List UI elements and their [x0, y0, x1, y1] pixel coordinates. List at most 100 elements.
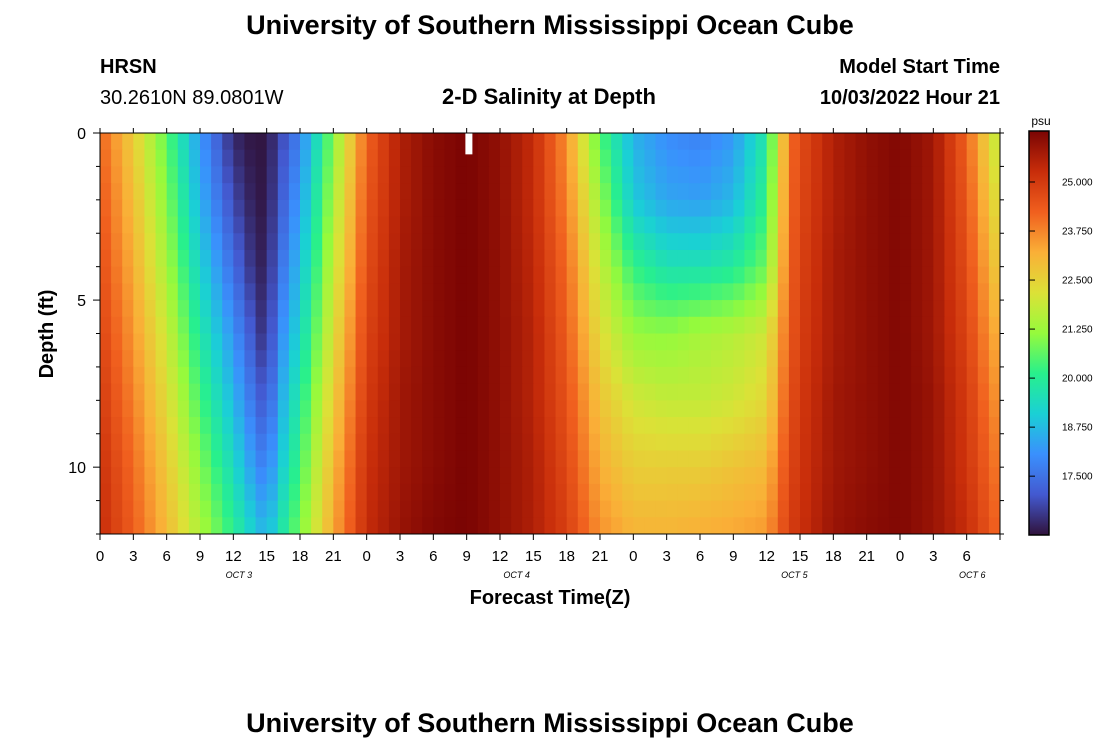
heatmap-cell — [288, 216, 301, 234]
heatmap-cell — [744, 450, 757, 468]
heatmap-cell — [933, 450, 946, 468]
heatmap-cell — [411, 233, 423, 251]
heatmap-cell — [388, 400, 401, 418]
heatmap-cell — [844, 199, 857, 218]
heatmap-cell — [366, 350, 379, 368]
heatmap-cell — [533, 517, 546, 534]
heatmap-cell — [577, 149, 590, 168]
heatmap-cell — [933, 366, 946, 385]
heatmap-cell — [522, 517, 534, 534]
heatmap-cell — [100, 417, 112, 435]
heatmap-cell — [811, 350, 823, 368]
heatmap-cell — [255, 483, 268, 502]
heatmap-cell — [844, 467, 857, 485]
heatmap-cell — [700, 483, 712, 502]
heatmap-cell — [566, 216, 579, 234]
heatmap-cell — [288, 500, 301, 518]
heatmap-cell — [944, 383, 957, 401]
heatmap-cell — [911, 249, 923, 268]
heatmap-cell — [677, 467, 690, 485]
heatmap-cell — [800, 350, 812, 368]
heatmap-cell — [300, 333, 312, 351]
heatmap-cell — [955, 266, 968, 284]
heatmap-cell — [422, 233, 434, 251]
heatmap-cell — [422, 249, 434, 268]
date-label: OCT 3 — [226, 570, 253, 580]
heatmap-cell — [211, 450, 223, 468]
heatmap-cell — [833, 483, 846, 502]
heatmap-cell — [366, 316, 379, 335]
heatmap-cell — [655, 149, 668, 168]
heatmap-cell — [322, 366, 334, 385]
heatmap-cell — [411, 266, 423, 284]
heatmap-cell — [144, 233, 157, 251]
heatmap-cell — [222, 417, 234, 435]
x-tick-label: 3 — [129, 548, 137, 565]
heatmap-cell — [388, 333, 401, 351]
heatmap-cell — [900, 383, 912, 401]
heatmap-cell — [988, 350, 1000, 368]
heatmap-cell — [422, 500, 434, 518]
heatmap-cell — [711, 383, 723, 401]
heatmap-cell — [388, 216, 401, 234]
heatmap-cell — [666, 149, 679, 168]
heatmap-cell — [211, 166, 223, 184]
heatmap-cell — [688, 183, 701, 201]
heatmap-cell — [922, 483, 934, 502]
heatmap-cell — [822, 383, 834, 401]
heatmap-cell — [477, 166, 490, 184]
heatmap-cell — [100, 233, 112, 251]
heatmap-cell — [366, 216, 379, 234]
heatmap-cell — [477, 316, 490, 335]
heatmap-cell — [388, 283, 401, 301]
heatmap-cell — [900, 433, 912, 452]
heatmap-cell — [877, 383, 890, 401]
heatmap-cell — [833, 366, 846, 385]
heatmap-cell — [722, 133, 734, 151]
heatmap-cell — [777, 500, 790, 518]
heatmap-cell — [622, 216, 634, 234]
heatmap-cell — [322, 483, 334, 502]
heatmap-cell — [311, 133, 323, 151]
heatmap-cell — [833, 216, 846, 234]
heatmap-cell — [755, 249, 768, 268]
heatmap-cell — [455, 133, 468, 151]
heatmap-cell — [777, 483, 790, 502]
heatmap-cell — [911, 333, 923, 351]
heatmap-cell — [155, 517, 168, 534]
heatmap-cell — [877, 450, 890, 468]
heatmap-cell — [600, 149, 612, 168]
heatmap-cell — [733, 249, 746, 268]
heatmap-cell — [211, 517, 223, 534]
heatmap-cell — [655, 199, 668, 218]
heatmap-cell — [266, 183, 279, 201]
heatmap-cell — [788, 383, 801, 401]
heatmap-cell — [433, 133, 446, 151]
heatmap-cell — [655, 166, 668, 184]
heatmap-cell — [644, 283, 657, 301]
heatmap-cell — [822, 300, 834, 318]
heatmap-cell — [277, 433, 290, 452]
heatmap-cell — [600, 166, 612, 184]
heatmap-cell — [277, 149, 290, 168]
station-name: HRSN — [100, 56, 157, 78]
heatmap-cell — [644, 133, 657, 151]
heatmap-cell — [511, 266, 523, 284]
heatmap-cell — [111, 383, 123, 401]
heatmap-cell — [466, 149, 479, 168]
heatmap-cell — [200, 249, 212, 268]
heatmap-cell — [322, 216, 334, 234]
heatmap-cell — [655, 500, 668, 518]
heatmap-cell — [711, 400, 723, 418]
heatmap-cell — [444, 183, 457, 201]
heatmap-cell — [811, 249, 823, 268]
heatmap-cell — [355, 467, 368, 485]
heatmap-cell — [766, 467, 779, 485]
heatmap-cell — [255, 300, 268, 318]
heatmap-cell — [522, 500, 534, 518]
heatmap-cell — [522, 133, 534, 151]
heatmap-cell — [788, 417, 801, 435]
heatmap-cell — [400, 500, 412, 518]
heatmap-cell — [677, 283, 690, 301]
heatmap-cell — [722, 166, 734, 184]
